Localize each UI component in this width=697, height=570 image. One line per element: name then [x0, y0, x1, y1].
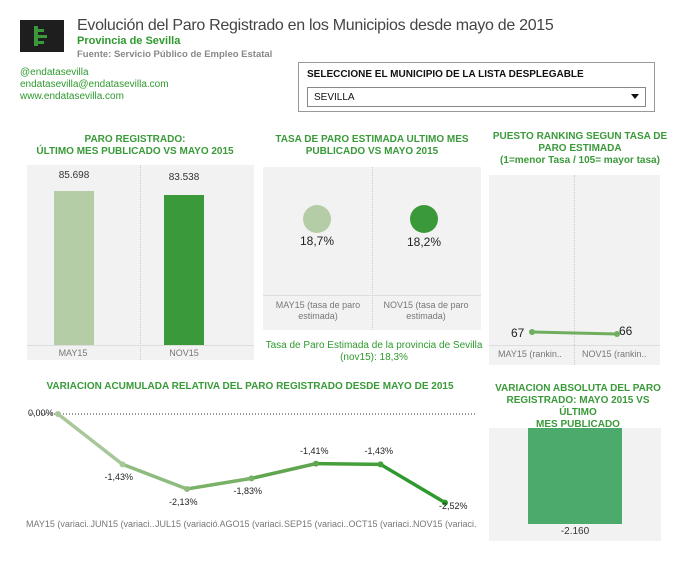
chart-tasa-panel: 18,7% 18,2% MAY15 (tasa de paro estimada… — [263, 167, 481, 330]
chart-variacion-point — [184, 485, 190, 492]
chart-tasa-value-may15: 18,7% — [299, 234, 335, 248]
chart-variacion-panel: 0,00% -1,43% -2,13% -1,83% -1,41% -1,43% -2,52… — [20, 397, 480, 532]
chart-variacion-title: VARIACION ACUMULADA RELATIVA DEL PARO RE… — [46, 381, 454, 392]
chart-tasa-divider — [372, 167, 373, 330]
chart-ranking-value-may15: 67 — [511, 326, 525, 340]
chart-variacion-segment — [56, 412, 125, 467]
chart-absoluta-title-line1: VARIACION ABSOLUTA DEL PARO — [495, 383, 661, 394]
chart-ranking-axis — [489, 345, 660, 346]
chart-tasa-label-nov15: NOV15 (tasa de paro estimada) — [375, 300, 477, 322]
contact-info: @endatasevilla endatasevilla@endatasevil… — [20, 67, 169, 103]
chart-tasa-label-nov15-line1: NOV15 (tasa de paro — [383, 300, 469, 310]
chart-variacion-value-label: -1,41% — [300, 445, 329, 456]
chart-variacion-segment — [185, 476, 254, 491]
selector-label: SELECCIONE EL MUNICIPIO DE LA LISTA DESP… — [307, 69, 584, 80]
chart-paro-divider — [140, 165, 141, 360]
chart-paro-label-nov15: NOV15 — [169, 348, 199, 358]
chart-tasa-label-nov15-line2: estimada) — [406, 311, 446, 321]
chart-ranking-value-nov15: 66 — [619, 324, 633, 338]
chart-variacion-segment — [314, 461, 383, 467]
chart-ranking-point — [529, 329, 535, 335]
chart-tasa-note: Tasa de Paro Estimada de la provincia de… — [262, 340, 486, 364]
chart-tasa-title-line2: PUBLICADO VS MAYO 2015 — [305, 146, 439, 157]
dropdown-value: SEVILLA — [314, 92, 355, 103]
chart-absoluta-bar — [528, 428, 622, 524]
chart-ranking-series-line — [531, 330, 618, 336]
municipality-dropdown[interactable]: SEVILLA — [307, 87, 646, 107]
chart-variacion-axis-label: JUL15 (variació.. — [155, 519, 219, 529]
chart-tasa-dot-may15 — [303, 205, 331, 233]
chart-variacion-axis-label: OCT15 (variaci.. — [348, 519, 413, 529]
chart-paro-title-line1: PARO REGISTRADO: — [84, 134, 186, 145]
chart-variacion-value-label: -1,43% — [104, 472, 134, 483]
chart-variacion-point — [55, 411, 61, 418]
chart-ranking-panel: 67 66 MAY15 (rankin.. NOV15 (rankin.. — [489, 175, 660, 365]
chart-variacion-point — [313, 460, 319, 467]
municipality-selector: SELECCIONE EL MUNICIPIO DE LA LISTA DESP… — [298, 62, 655, 112]
chart-variacion-value-label: -2,52% — [439, 500, 468, 511]
chart-paro-title-line2: ÚLTIMO MES PUBLICADO VS MAYO 2015 — [36, 146, 234, 157]
twitter-link[interactable]: @endatasevilla — [20, 67, 89, 78]
chart-variacion-axis-label: JUN15 (variaci.. — [90, 519, 155, 529]
chart-tasa-label-may15-line2: estimada) — [298, 311, 338, 321]
chart-variacion-segment — [249, 461, 318, 481]
chart-paro-bar-may15 — [54, 190, 94, 345]
chart-ranking-point — [614, 331, 620, 337]
chart-tasa-value-nov15: 18,2% — [406, 235, 442, 249]
chart-ranking-line — [529, 329, 620, 337]
chart-tasa-note-line1: Tasa de Paro Estimada de la provincia de… — [265, 340, 483, 351]
chart-paro-label-may15: MAY15 — [58, 348, 88, 358]
chart-paro-axis — [27, 345, 254, 346]
chart-tasa-title: TASA DE PARO ESTIMADA ULTIMO MES PUBLICA… — [262, 134, 482, 158]
chart-variacion-axis-label: MAY15 (variaci.. — [26, 519, 90, 529]
chart-variacion-value-label: 0,00% — [28, 408, 54, 419]
chart-ranking-label-nov15: NOV15 (rankin.. — [582, 349, 647, 359]
chart-variacion-point — [119, 461, 126, 468]
dropdown-arrow-icon[interactable] — [631, 94, 639, 99]
chart-ranking-divider — [574, 175, 575, 365]
chart-variacion-value-label: -1,43% — [364, 446, 394, 457]
chart-tasa-axis — [263, 295, 481, 296]
chart-absoluta-title-line3: MES PUBLICADO — [536, 419, 620, 430]
chart-variacion-point — [377, 461, 384, 468]
chart-tasa-label-may15: MAY15 (tasa de paro estimada) — [267, 300, 369, 322]
chart-tasa-dot-nov15 — [410, 205, 438, 233]
chart-variacion-segment — [120, 462, 189, 491]
chart-paro-bar-nov15 — [164, 194, 204, 345]
chart-paro-panel: 85.698 83.538 MAY15 NOV15 — [27, 165, 254, 360]
chart-absoluta-title: VARIACION ABSOLUTA DEL PARO REGISTRADO: … — [488, 383, 668, 431]
chart-paro-title: PARO REGISTRADO: ÚLTIMO MES PUBLICADO VS… — [20, 134, 250, 158]
chart-paro-value-may15: 85.698 — [58, 170, 90, 181]
chart-ranking-label-may15: MAY15 (rankin.. — [498, 349, 562, 359]
chart-absoluta-panel: -2.160 — [489, 428, 661, 541]
chart-tasa-note-line2: (nov15): 18,3% — [340, 352, 408, 363]
chart-variacion-point — [248, 475, 255, 482]
email-link[interactable]: endatasevilla@endatasevilla.com — [20, 79, 169, 90]
chart-ranking-title-line2: PARO ESTIMADA — [538, 143, 622, 154]
chart-variacion-point — [442, 499, 448, 506]
chart-variacion-plot — [30, 411, 475, 506]
chart-absoluta-value: -2.160 — [560, 526, 590, 537]
web-link[interactable]: www.endatasevilla.com — [20, 91, 124, 102]
chart-absoluta-title-line2: REGISTRADO: MAYO 2015 VS ÚLTIMO — [506, 395, 650, 418]
chart-variacion-axis-label: NOV15 (variaci.. — [413, 519, 477, 529]
app-logo — [20, 20, 64, 52]
chart-ranking-title-line1: PUESTO RANKING SEGUN TASA DE — [492, 131, 668, 142]
chart-variacion-axis-label: AGO15 (variaci.. — [219, 519, 284, 529]
chart-tasa-title-line1: TASA DE PARO ESTIMADA ULTIMO MES — [275, 134, 469, 145]
chart-tasa-dots — [303, 205, 438, 233]
app-logo-icon — [34, 26, 47, 46]
chart-variacion-value-label: -1,83% — [233, 486, 263, 497]
chart-ranking-title: PUESTO RANKING SEGUN TASA DE PARO ESTIMA… — [490, 131, 670, 167]
data-source: Fuente: Servicio Público de Empleo Estat… — [77, 49, 273, 60]
chart-variacion-value-label: -2,13% — [169, 496, 198, 507]
chart-ranking-title-line3: (1=menor Tasa / 105= mayor tasa) — [500, 155, 660, 166]
chart-variacion-segment — [378, 462, 447, 505]
page-subtitle: Provincia de Sevilla — [77, 35, 181, 47]
chart-tasa-label-may15-line1: MAY15 (tasa de paro — [275, 300, 361, 310]
page-title: Evolución del Paro Registrado en los Mun… — [77, 17, 554, 34]
chart-variacion-axis-label: SEP15 (variaci.. — [284, 519, 348, 529]
chart-paro-value-nov15: 83.538 — [168, 172, 200, 183]
